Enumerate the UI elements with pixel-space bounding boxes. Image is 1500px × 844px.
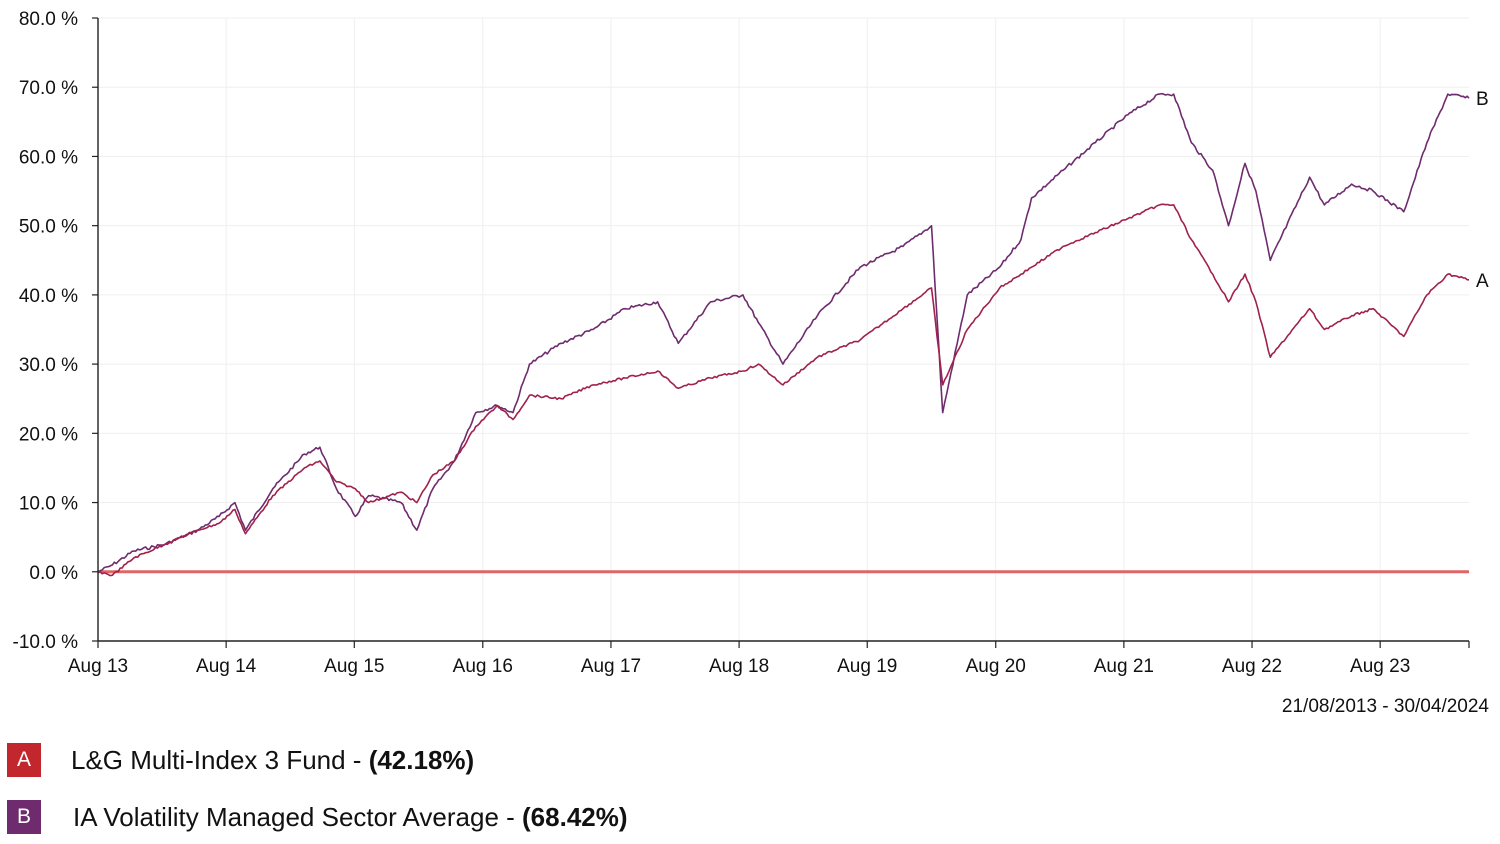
y-tick-label: 30.0 % <box>19 355 78 376</box>
end-label-b: B <box>1476 89 1489 110</box>
legend-badge-a: A <box>7 743 41 777</box>
legend-item-b: B IA Volatility Managed Sector Average -… <box>7 800 628 834</box>
y-tick-label: 40.0 % <box>19 286 78 307</box>
legend-item-a: A L&G Multi-Index 3 Fund - (42.18%) <box>7 743 474 777</box>
legend-series-value-b: (68.42%) <box>522 801 628 832</box>
legend-series-name-a: L&G Multi-Index 3 Fund <box>71 744 346 775</box>
x-tick-label: Aug 14 <box>196 656 257 677</box>
x-tick-label: Aug 13 <box>68 656 128 677</box>
x-tick-label: Aug 17 <box>581 656 641 677</box>
series-line-a <box>97 203 1470 577</box>
x-tick-label: Aug 16 <box>453 656 513 677</box>
y-tick-label: -10.0 % <box>13 632 79 653</box>
line-chart: 80.0 % 70.0 % 60.0 % 50.0 % 40.0 % 30.0 % 20.0… <box>13 9 1489 677</box>
y-tick-label: 0.0 % <box>29 563 78 584</box>
legend-label-a: L&G Multi-Index 3 Fund - (42.18%) <box>71 744 475 775</box>
legend-series-name-b: IA Volatility Managed Sector Average <box>73 801 499 832</box>
y-tick-label: 70.0 % <box>19 78 78 99</box>
y-axis-ticks: 80.0 % 70.0 % 60.0 % 50.0 % 40.0 % 30.0 % 20.0… <box>13 9 98 653</box>
x-tick-label: Aug 20 <box>966 656 1026 677</box>
series-end-labels: BA <box>1476 89 1489 292</box>
x-tick-label: Aug 15 <box>324 656 384 677</box>
x-tick-label: Aug 22 <box>1222 656 1282 677</box>
x-tick-label: Aug 23 <box>1350 656 1410 677</box>
series-line-b <box>97 92 1470 573</box>
x-axis-ticks: Aug 13 Aug 14 Aug 15 Aug 16 Aug 17 Aug 18 Aug … <box>68 641 1470 677</box>
x-tick-label: Aug 19 <box>837 656 897 677</box>
y-tick-label: 60.0 % <box>19 147 78 168</box>
y-tick-label: 20.0 % <box>19 424 78 445</box>
y-tick-label: 50.0 % <box>19 217 78 238</box>
y-tick-label: 80.0 % <box>19 9 78 30</box>
x-tick-label: Aug 21 <box>1094 656 1154 677</box>
legend-badge-b: B <box>7 800 41 834</box>
x-tick-label: Aug 18 <box>709 656 769 677</box>
legend-label-b: IA Volatility Managed Sector Average - (… <box>73 801 628 832</box>
legend-series-value-a: (42.18%) <box>368 744 475 775</box>
y-tick-label: 10.0 % <box>19 494 78 515</box>
date-range: 21/08/2013 - 30/04/2024 <box>1281 696 1489 717</box>
axes <box>97 18 1469 642</box>
end-label-a: A <box>1476 271 1489 292</box>
series-lines <box>97 92 1470 577</box>
